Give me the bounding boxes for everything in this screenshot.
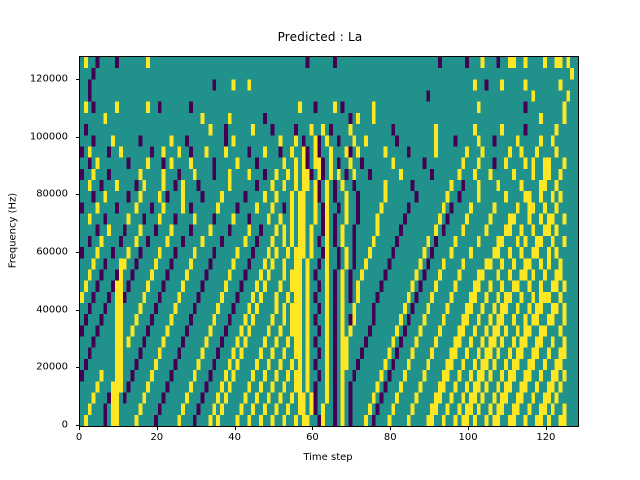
x-tick-label: 60 <box>306 432 319 443</box>
y-tick-label: 40000 <box>36 304 68 316</box>
x-tick-label: 20 <box>150 432 164 443</box>
x-tick-mark <box>156 426 158 430</box>
x-tick-label: 120 <box>536 432 556 443</box>
x-tick-mark <box>390 426 392 430</box>
y-axis-label: Frequency (Hz) <box>7 192 19 269</box>
x-tick-label: 40 <box>228 432 241 443</box>
y-tick-mark <box>75 367 79 369</box>
x-axis-label: Time step <box>303 452 353 463</box>
y-tick-label: 0 <box>61 419 68 431</box>
x-tick-mark <box>468 426 470 430</box>
x-tick-mark <box>312 426 314 430</box>
y-tick-mark <box>75 136 79 138</box>
y-tick-label: 120000 <box>29 73 68 85</box>
y-tick-label: 100000 <box>29 131 68 143</box>
y-tick-label: 60000 <box>36 246 68 258</box>
y-tick-mark <box>75 425 79 426</box>
x-tick-mark <box>234 426 236 430</box>
heatmap-axes <box>79 56 579 427</box>
page-title: Predicted : La <box>277 30 363 44</box>
x-tick-label: 100 <box>458 432 478 443</box>
y-tick-mark <box>75 194 79 196</box>
y-tick-mark <box>75 79 79 81</box>
y-tick-label: 80000 <box>36 188 68 200</box>
spectrogram-heatmap <box>80 57 578 426</box>
x-tick-mark <box>79 426 80 430</box>
x-tick-mark <box>545 426 547 430</box>
x-tick-label: 80 <box>383 432 397 443</box>
y-tick-mark <box>75 309 79 311</box>
x-tick-label: 0 <box>75 432 83 443</box>
y-tick-label: 20000 <box>36 361 68 373</box>
y-tick-mark <box>75 252 79 254</box>
